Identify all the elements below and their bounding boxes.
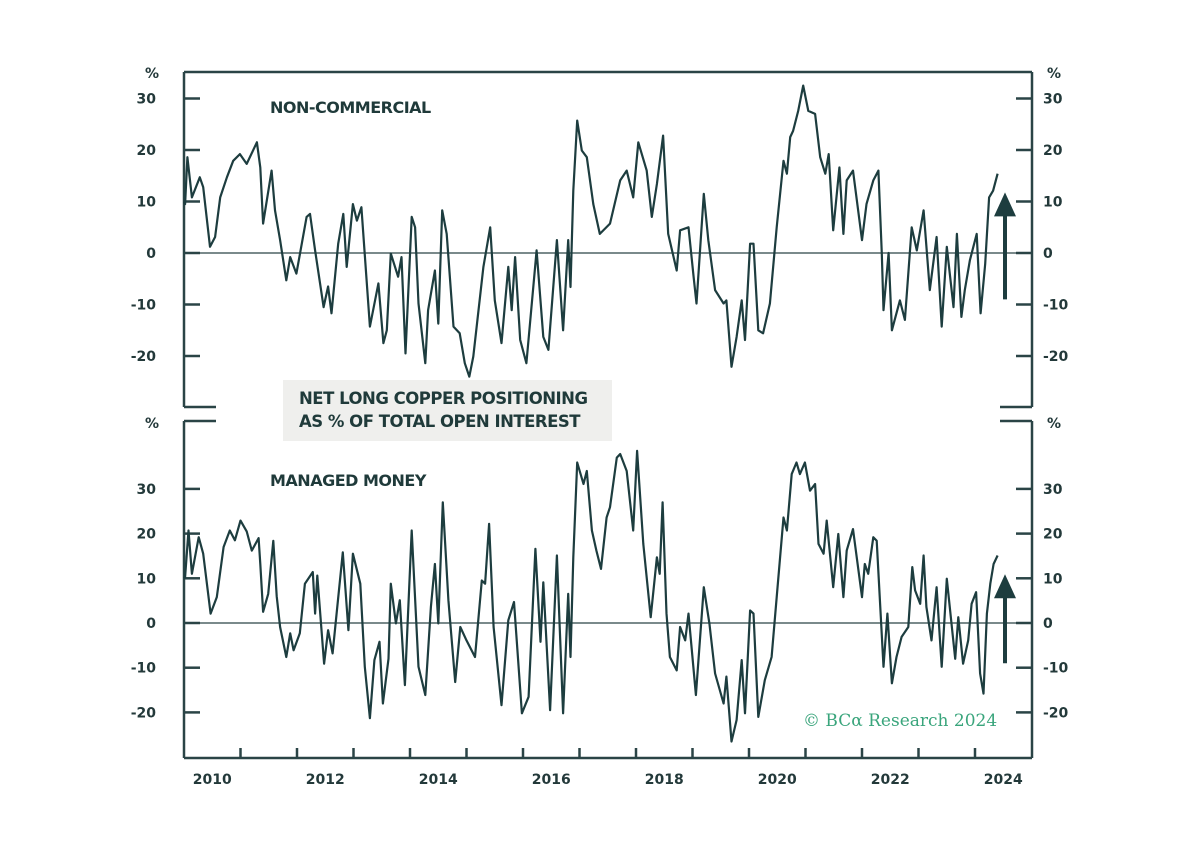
top-right-tick-label: 20 [1043,143,1063,159]
bottom-left-tick-label: 0 [146,616,156,632]
bottom-right-unit-label: % [1047,416,1061,432]
bottom-right-tick-label: -10 [1043,661,1069,677]
top-right-tick-label: 30 [1043,92,1063,108]
top-left-tick-label: 30 [137,92,157,108]
bottom-right-tick-label: 20 [1043,527,1063,543]
x-tick-label: 2012 [306,772,345,788]
bottom-left-unit-label: % [145,416,159,432]
top-right-tick-label: 10 [1043,195,1063,211]
top-series-line [182,84,999,378]
top-left-tick-label: -10 [131,298,157,314]
x-tick-label: 2018 [645,772,684,788]
top-right-tick-label: -10 [1043,298,1069,314]
bottom-left-tick-label: 30 [137,482,157,498]
x-tick-label: 2010 [193,772,232,788]
bottom-right-tick-label: 30 [1043,482,1063,498]
top-left-tick-label: 0 [146,246,156,262]
top-right-tick-label: -20 [1043,349,1069,365]
bottom-up-arrow-head-icon [994,574,1016,599]
top-left-tick-label: -20 [131,349,157,365]
bottom-left-tick-label: 20 [137,527,157,543]
bottom-right-tick-label: -20 [1043,705,1069,721]
top-panel-title: NON-COMMERCIAL [270,98,431,117]
top-right-unit-label: % [1047,66,1061,82]
x-tick-label: 2016 [532,772,571,788]
top-up-arrow-head-icon [994,192,1016,217]
bottom-right-tick-label: 0 [1043,616,1053,632]
note-line-2: AS % OF TOTAL OPEN INTEREST [299,412,581,431]
top-right-tick-label: 0 [1043,246,1053,262]
bottom-left-tick-label: -10 [131,661,157,677]
note-box [283,380,612,441]
bottom-left-tick-label: 10 [137,571,157,587]
x-tick-label: 2014 [419,772,458,788]
bottom-panel-title: MANAGED MONEY [270,471,427,490]
bottom-left-tick-label: -20 [131,705,157,721]
note-line-1: NET LONG COPPER POSITIONING [299,389,588,408]
top-left-tick-label: 10 [137,195,157,211]
x-tick-label: 2020 [758,772,797,788]
top-left-unit-label: % [145,66,159,82]
x-tick-label: 2024 [984,772,1023,788]
watermark: © BCα Research 2024 [803,711,997,731]
top-left-tick-label: 20 [137,143,157,159]
x-tick-label: 2022 [871,772,910,788]
bottom-series-line [183,449,999,743]
bottom-right-tick-label: 10 [1043,571,1063,587]
